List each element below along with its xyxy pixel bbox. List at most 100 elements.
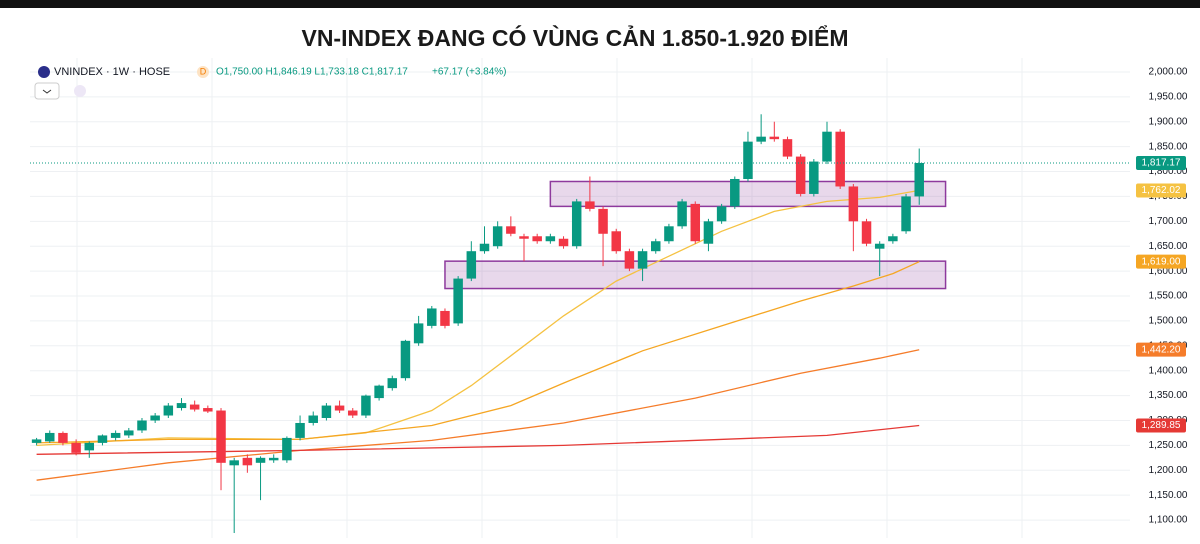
- candle-body: [716, 206, 727, 222]
- vertical-grid: [76, 58, 1023, 538]
- candle-body: [110, 432, 121, 438]
- candle-body: [492, 226, 503, 247]
- top-bar: [0, 0, 1200, 8]
- y-tick-label: 1,350.00: [1149, 390, 1188, 401]
- candle-body: [255, 457, 266, 463]
- candle-body: [637, 251, 648, 269]
- candle-body: [229, 460, 239, 466]
- candle-body: [387, 378, 398, 389]
- candle-body: [84, 442, 95, 451]
- candle-body: [532, 236, 542, 242]
- candle-body: [558, 238, 569, 247]
- y-tick-label: 1,550.00: [1149, 291, 1188, 302]
- candle-body: [914, 162, 924, 197]
- price-badge-label: 1,762.02: [1142, 185, 1181, 196]
- candle-body: [730, 178, 740, 207]
- y-tick-label: 1,250.00: [1149, 440, 1188, 451]
- candle-body: [782, 139, 793, 157]
- candle-body: [176, 403, 187, 409]
- candle-body: [756, 136, 766, 142]
- status-dot: [197, 66, 209, 78]
- y-tick-label: 1,850.00: [1149, 141, 1188, 152]
- candle-body: [137, 420, 147, 431]
- candle-body: [203, 408, 213, 412]
- candle-body: [611, 231, 621, 252]
- y-tick-label: 1,950.00: [1149, 91, 1188, 102]
- collapse-button[interactable]: [34, 82, 60, 100]
- chart-title: VN-INDEX ĐANG CÓ VÙNG CẢN 1.850-1.920 ĐI…: [301, 23, 848, 51]
- price-badge-label: 1,817.17: [1142, 158, 1181, 169]
- symbol: VNINDEX · 1W · HOSE: [54, 66, 170, 78]
- candle-body: [295, 422, 305, 438]
- price-badge: [1136, 418, 1186, 433]
- y-tick-label: 1,650.00: [1149, 241, 1188, 252]
- candle-body: [413, 323, 424, 344]
- candle-body: [58, 432, 68, 443]
- price-badge: [1136, 342, 1186, 357]
- candle-body: [282, 437, 292, 461]
- candle-body: [334, 405, 345, 411]
- candle-body: [506, 226, 516, 234]
- candle-body: [361, 395, 371, 416]
- candle-body: [479, 243, 490, 252]
- candle-body: [861, 221, 872, 244]
- candle-body: [519, 236, 529, 239]
- candle-body: [677, 201, 687, 227]
- status: D: [200, 66, 207, 76]
- candle-body: [374, 385, 384, 399]
- candle-body: [848, 186, 859, 222]
- candle-body: [453, 278, 463, 324]
- y-tick-label: 1,900.00: [1149, 116, 1188, 127]
- moving-average: [36, 349, 920, 481]
- price-badge: [1136, 155, 1186, 170]
- candle-body: [585, 201, 595, 209]
- candle-body: [795, 156, 806, 194]
- candle-body: [466, 251, 477, 279]
- candle-body: [45, 432, 55, 442]
- candle-body: [163, 405, 174, 416]
- y-tick-label: 1,400.00: [1149, 365, 1188, 376]
- candle-body: [308, 415, 318, 423]
- y-tick-label: 1,500.00: [1149, 316, 1188, 327]
- moving-average: [36, 261, 920, 444]
- candle-body: [809, 161, 819, 194]
- candle-body: [703, 221, 714, 244]
- y-tick-label: 2,000.00: [1149, 67, 1188, 78]
- candle-body: [189, 404, 200, 410]
- y-tick-label: 1,600.00: [1149, 266, 1188, 277]
- candle-body: [440, 310, 450, 326]
- candle-body: [598, 208, 608, 234]
- candle-body: [71, 442, 81, 453]
- price-badge: [1136, 183, 1186, 198]
- price-badge-label: 1,619.00: [1142, 256, 1181, 267]
- refresh-button[interactable]: [74, 85, 86, 97]
- ohlc: O1,750.00 H1,846.19 L1,733.18 C1,817.17: [216, 67, 408, 78]
- candle-body: [321, 405, 332, 418]
- candle-body: [664, 226, 674, 242]
- y-tick-label: 1,150.00: [1149, 490, 1188, 501]
- candle-body: [822, 131, 832, 162]
- candle-body: [427, 308, 437, 326]
- candle-body: [571, 201, 582, 247]
- candle-body: [651, 241, 661, 252]
- change: +67.17 (+3.84%): [432, 67, 507, 78]
- candle-body: [97, 435, 108, 443]
- candle-body: [31, 439, 42, 443]
- candle-body: [348, 410, 358, 416]
- resistance-zone: [549, 180, 947, 208]
- candle-body: [769, 136, 780, 140]
- candle-body: [124, 430, 134, 436]
- candle-body: [242, 457, 253, 466]
- y-tick-label: 1,100.00: [1149, 515, 1188, 526]
- price-badge-label: 1,289.85: [1142, 420, 1181, 431]
- candle-body: [400, 340, 411, 379]
- y-tick-label: 1,800.00: [1149, 166, 1188, 177]
- candle-body: [216, 410, 226, 463]
- candle-body: [268, 457, 279, 461]
- symbol-icon: [38, 66, 50, 78]
- candle-body: [545, 236, 556, 242]
- candle-body: [874, 243, 885, 249]
- candle-body: [150, 415, 160, 421]
- price-badge-label: 1,442.20: [1142, 344, 1181, 355]
